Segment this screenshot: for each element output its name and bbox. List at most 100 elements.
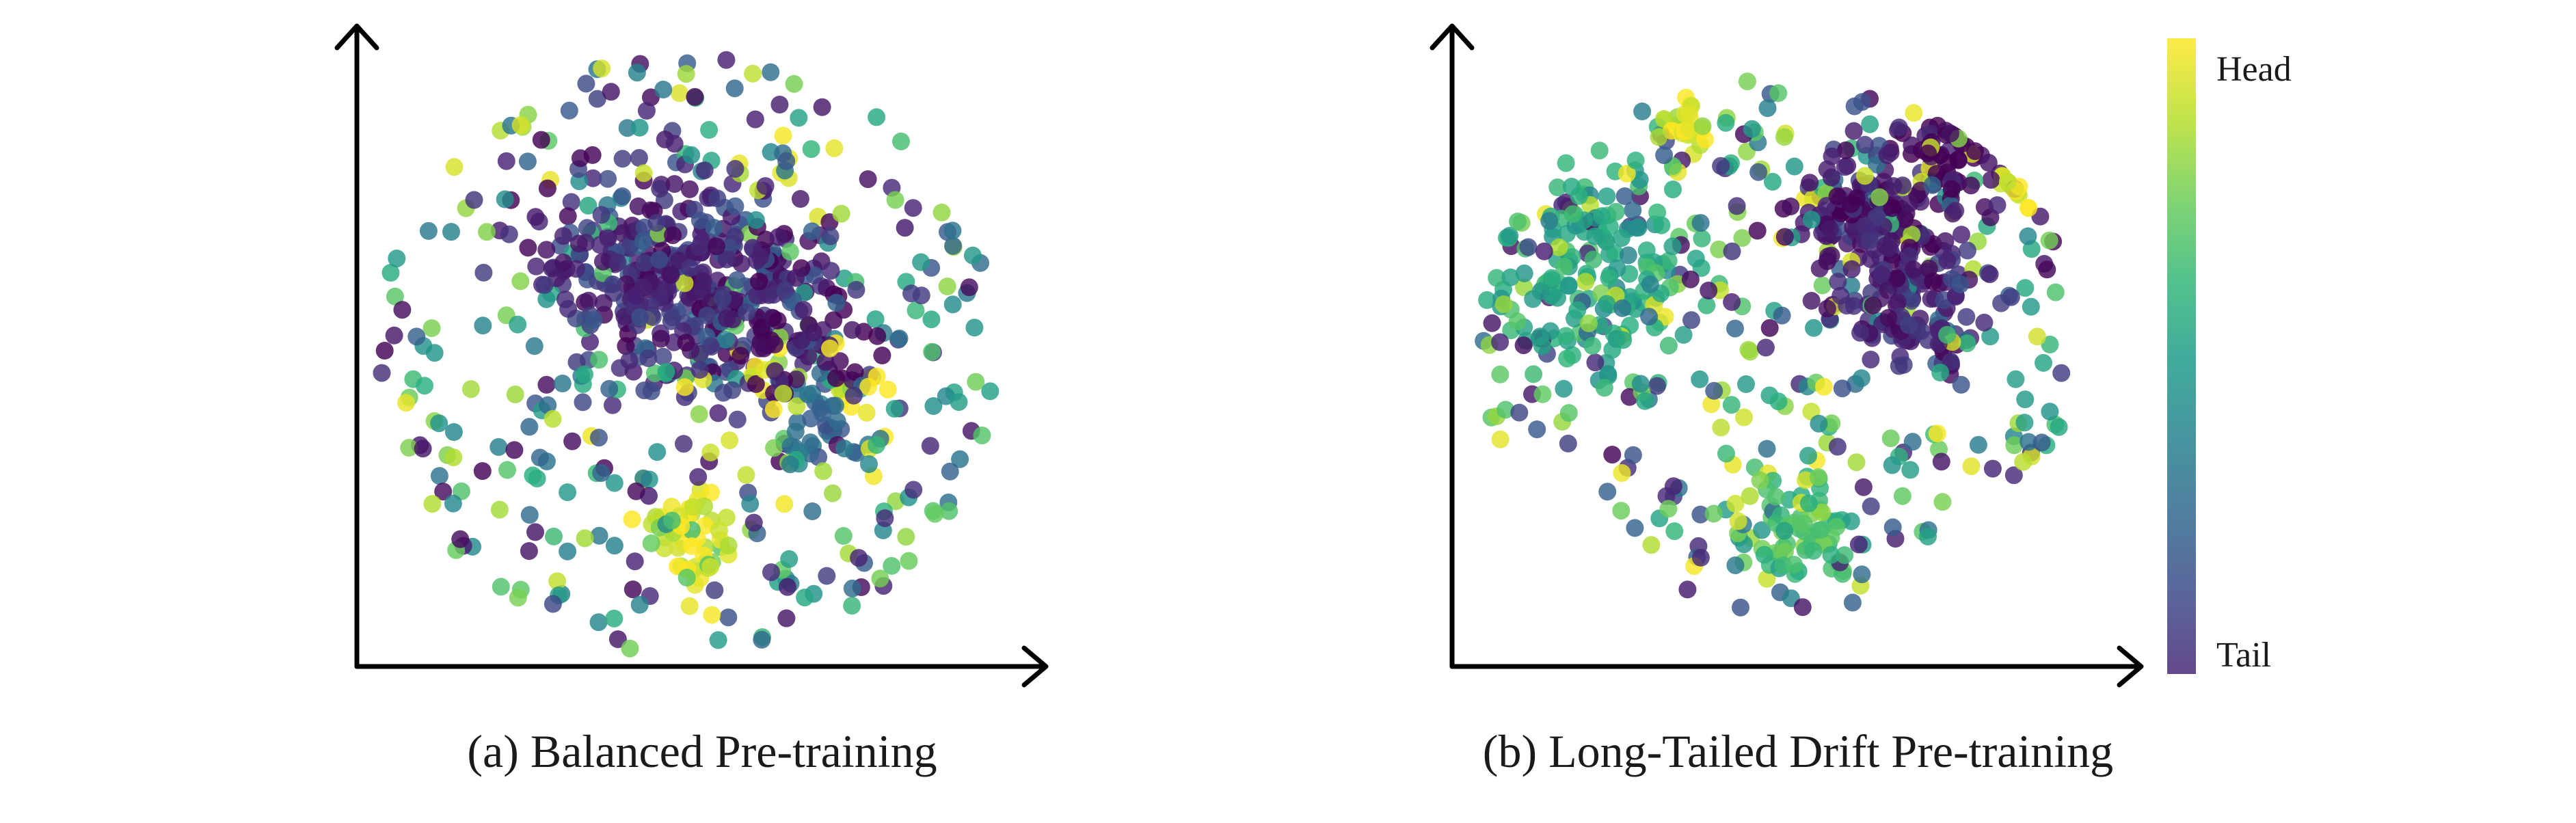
scatter-point — [940, 502, 958, 520]
scatter-point — [1924, 272, 1942, 291]
scatter-point — [726, 197, 744, 215]
scatter-point — [1559, 277, 1578, 295]
scatter-point — [1949, 151, 1968, 170]
scatter-point — [868, 108, 886, 126]
scatter-point — [1876, 237, 1894, 255]
scatter-point — [709, 404, 727, 422]
scatter-point — [843, 597, 861, 615]
scatter-point — [689, 468, 708, 486]
scatter-point — [562, 193, 580, 211]
scatter-point — [792, 331, 811, 349]
scatter-point — [705, 219, 723, 237]
scatter-point — [1555, 379, 1573, 398]
scatter-point — [588, 90, 606, 108]
scatter-point — [744, 513, 763, 532]
scatter-point — [461, 380, 480, 399]
scatter-point — [1799, 446, 1817, 465]
scatter-point — [694, 272, 712, 291]
scatter-point — [579, 196, 598, 215]
scatter-point — [714, 289, 732, 308]
scatter-point — [635, 254, 654, 272]
scatter-point — [1577, 273, 1595, 291]
scatter-point — [847, 281, 866, 299]
scatter-point — [1704, 504, 1723, 523]
scatter-point — [2005, 436, 2024, 455]
scatter-point — [670, 84, 688, 103]
scatter-point — [1595, 379, 1613, 397]
panel-b-x-arrowhead — [2117, 645, 2144, 688]
scatter-point — [1758, 99, 1777, 118]
scatter-point — [1515, 264, 1533, 282]
scatter-point — [1743, 120, 1761, 138]
scatter-point — [1942, 124, 1959, 143]
scatter-point — [520, 542, 538, 561]
scatter-point — [1981, 327, 2000, 346]
scatter-point — [592, 464, 611, 482]
scatter-point — [726, 160, 744, 178]
scatter-point — [814, 404, 832, 422]
scatter-point — [650, 250, 669, 269]
scatter-point — [1773, 306, 1791, 325]
scatter-point — [545, 527, 563, 545]
scatter-point — [1682, 311, 1700, 329]
scatter-point — [1962, 457, 1981, 476]
scatter-point — [1593, 207, 1611, 226]
scatter-point — [525, 337, 544, 355]
scatter-point — [924, 397, 943, 415]
scatter-point — [1855, 135, 1874, 154]
scatter-point — [1680, 120, 1698, 138]
scatter-point — [751, 247, 770, 266]
scatter-point — [1548, 288, 1566, 307]
scatter-point — [643, 308, 662, 326]
scatter-point — [718, 310, 736, 327]
scatter-point — [826, 396, 844, 415]
scatter-point — [885, 400, 904, 418]
scatter-point — [537, 375, 556, 394]
scatter-point — [716, 330, 735, 349]
scatter-point — [623, 510, 641, 528]
scatter-point — [1904, 260, 1922, 279]
panel-a-caption: (a) Balanced Pre-training — [467, 725, 937, 777]
scatter-point — [750, 272, 768, 291]
scatter-point — [876, 509, 894, 528]
scatter-point — [1966, 142, 1984, 161]
scatter-point — [786, 422, 805, 441]
scatter-point — [628, 64, 646, 82]
scatter-point — [554, 254, 573, 271]
scatter-point — [709, 631, 727, 649]
scatter-point — [1844, 122, 1863, 140]
scatter-point — [827, 293, 846, 312]
scatter-point — [1624, 446, 1642, 464]
scatter-point — [1873, 265, 1891, 284]
scatter-point — [2035, 353, 2052, 372]
scatter-point — [519, 239, 537, 257]
scatter-point — [1879, 309, 1898, 327]
scatter-point — [617, 275, 635, 293]
scatter-point — [526, 523, 544, 541]
scatter-point — [778, 578, 796, 596]
scatter-point — [423, 495, 442, 513]
scatter-point — [1655, 146, 1674, 164]
scatter-point — [690, 405, 708, 423]
scatter-point — [608, 630, 627, 649]
scatter-point — [1696, 131, 1714, 149]
scatter-point — [1853, 93, 1871, 111]
scatter-point — [1598, 187, 1616, 206]
scatter-point — [933, 203, 951, 221]
scatter-point — [621, 639, 639, 658]
scatter-point — [538, 179, 556, 198]
scatter-point — [1568, 301, 1587, 319]
scatter-point — [1636, 392, 1654, 410]
scatter-point — [1564, 205, 1582, 224]
scatter-point — [1674, 325, 1693, 344]
scatter-point — [635, 381, 654, 400]
scatter-point — [511, 116, 530, 134]
panel-b-caption: (b) Long-Tailed Drift Pre-training — [1483, 725, 2113, 777]
scatter-point — [388, 249, 406, 268]
scatter-point — [747, 211, 765, 229]
scatter-point — [824, 484, 842, 502]
scatter-point — [2019, 227, 2037, 245]
scatter-point — [1659, 500, 1678, 518]
scatter-point — [677, 65, 695, 83]
